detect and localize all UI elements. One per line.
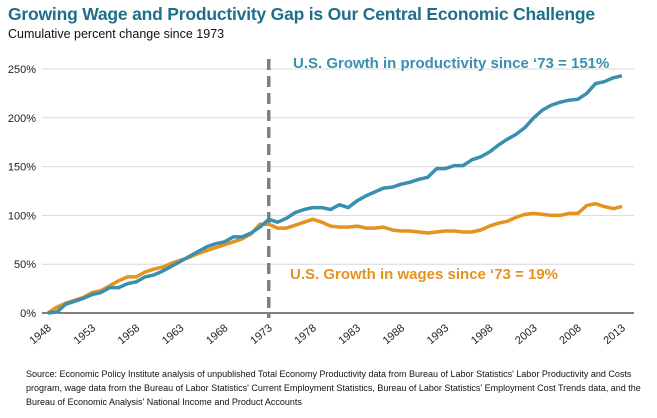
source-note: Source: Economic Policy Institute analys… xyxy=(26,369,641,407)
x-tick-label: 1988 xyxy=(381,322,407,347)
y-tick-label: 100% xyxy=(8,210,36,222)
wages-annotation: U.S. Growth in wages since ‘73 = 19% xyxy=(290,266,558,283)
line-chart: 0% 50% 100% 150% 200% 250% 1948 1953 1958 1963 196… xyxy=(8,55,634,347)
y-tick-label: 200% xyxy=(8,113,36,125)
x-tick-label: 1973 xyxy=(248,322,274,347)
chart-title: Growing Wage and Productivity Gap is Our… xyxy=(8,4,595,24)
series-line-wages xyxy=(47,201,623,315)
y-tick-label: 250% xyxy=(8,64,36,76)
x-tick-label: 1983 xyxy=(337,322,363,347)
x-tick-label: 1968 xyxy=(204,322,230,347)
chart-subtitle: Cumulative percent change since 1973 xyxy=(8,27,225,41)
x-tick-label: 1948 xyxy=(27,322,53,347)
x-tick-label: 1963 xyxy=(160,322,186,347)
series-line-productivity xyxy=(47,74,623,315)
productivity-annotation: U.S. Growth in productivity since ‘73 = … xyxy=(293,55,609,72)
y-tick-label: 150% xyxy=(8,162,36,174)
x-tick-label: 1978 xyxy=(292,322,318,347)
x-tick-label: 1993 xyxy=(425,322,451,347)
y-tick-label: 0% xyxy=(20,308,36,320)
y-tick-label: 50% xyxy=(14,259,36,271)
x-tick-label: 1958 xyxy=(116,322,142,347)
x-tick-label: 2003 xyxy=(513,322,539,347)
x-tick-label: 2008 xyxy=(557,322,583,347)
x-tick-label: 1953 xyxy=(72,322,98,347)
x-tick-label: 1998 xyxy=(469,322,495,347)
x-tick-label: 2013 xyxy=(601,322,627,347)
